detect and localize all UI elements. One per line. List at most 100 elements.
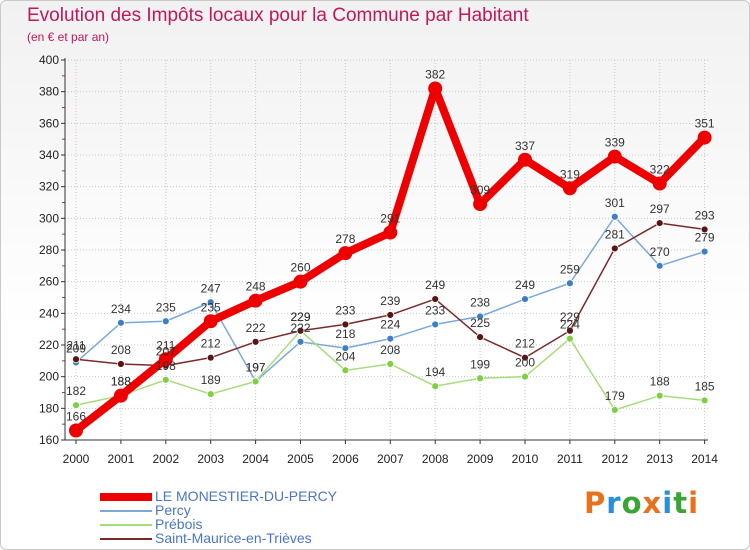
data-point (296, 326, 305, 335)
x-tick-label: 2010 (512, 452, 539, 466)
data-point (700, 247, 709, 256)
data-point (296, 337, 305, 346)
data-label: 278 (335, 232, 355, 246)
data-label: 189 (201, 373, 221, 387)
data-label: 185 (695, 379, 715, 393)
data-label: 229 (560, 310, 580, 324)
logo-letter: x (642, 486, 663, 520)
data-label: 212 (201, 337, 221, 351)
data-label: 351 (695, 117, 715, 131)
data-label: 309 (470, 183, 490, 197)
x-tick-label: 2001 (108, 452, 135, 466)
data-point (251, 377, 260, 386)
data-label: 233 (335, 303, 355, 317)
data-point (431, 382, 440, 391)
data-label: 238 (470, 296, 490, 310)
data-point (655, 219, 664, 227)
data-point (431, 320, 440, 329)
y-tick-label: 220 (39, 338, 59, 352)
data-point (521, 372, 529, 381)
data-point (248, 293, 263, 308)
logo-letter: i (688, 486, 700, 520)
data-point (72, 355, 80, 364)
data-label: 247 (201, 281, 221, 295)
data-label: 199 (470, 357, 490, 371)
chart-subtitle: (en € et par an) (27, 30, 110, 44)
data-label: 339 (605, 136, 625, 150)
y-tick-label: 320 (39, 180, 59, 194)
logo-letter: P (584, 486, 607, 520)
data-label: 204 (335, 349, 355, 363)
logo-letter: o (621, 486, 643, 520)
data-point (473, 197, 488, 212)
data-label: 209 (66, 341, 86, 355)
x-tick-label: 2000 (63, 452, 90, 466)
data-point (431, 295, 440, 303)
data-point (700, 225, 709, 234)
data-point (518, 152, 532, 167)
data-point (700, 396, 709, 405)
legend-swatch (100, 524, 152, 526)
data-point (158, 352, 173, 367)
data-label: 322 (650, 163, 670, 177)
data-label: 234 (111, 302, 131, 316)
data-label: 382 (425, 68, 445, 82)
y-tick-label: 260 (39, 275, 59, 289)
data-point (607, 149, 622, 164)
data-point (117, 360, 125, 368)
data-point (428, 81, 443, 96)
x-tick-label: 2007 (377, 452, 404, 466)
data-label: 194 (425, 365, 445, 379)
legend-label: Percy (155, 502, 191, 518)
data-label: 211 (66, 338, 85, 352)
data-label: 291 (380, 212, 400, 226)
data-label: 198 (156, 359, 176, 373)
data-point (117, 318, 125, 327)
data-point (652, 176, 667, 191)
data-label: 297 (650, 202, 670, 216)
data-label: 208 (380, 343, 400, 357)
data-label: 239 (380, 294, 400, 308)
data-label: 270 (650, 245, 670, 259)
data-point (386, 334, 395, 343)
data-label: 301 (605, 196, 625, 210)
y-tick-label: 400 (39, 53, 59, 67)
data-point (562, 181, 577, 196)
data-point (610, 212, 619, 221)
data-point (476, 312, 485, 321)
x-tick-label: 2004 (242, 452, 269, 466)
data-point (206, 353, 215, 362)
x-tick-label: 2003 (197, 452, 224, 466)
x-tick-label: 2006 (332, 452, 359, 466)
data-label: 281 (605, 227, 625, 241)
data-point (386, 360, 395, 368)
y-tick-label: 300 (39, 211, 59, 225)
data-point (161, 317, 170, 326)
data-point (521, 295, 529, 303)
data-label: 259 (560, 262, 580, 276)
data-label: 211 (156, 338, 175, 352)
data-label: 207 (156, 345, 176, 359)
data-point (161, 375, 170, 384)
legend-label: Saint-Maurice-en-Trièves (155, 530, 312, 546)
y-tick-label: 340 (39, 148, 59, 162)
y-tick-label: 360 (39, 116, 59, 130)
y-tick-label: 380 (39, 85, 59, 99)
data-point (566, 326, 574, 335)
legend-swatch (100, 538, 152, 540)
data-label: 229 (290, 310, 310, 324)
data-label: 249 (425, 278, 445, 292)
data-point (203, 314, 218, 329)
data-label: 188 (111, 375, 131, 389)
data-point (293, 274, 308, 289)
logo-letter: r (606, 486, 622, 520)
legend-label: Prébois (155, 516, 203, 532)
data-point (113, 388, 128, 403)
data-point (655, 261, 664, 270)
data-label: 249 (515, 278, 535, 292)
legend-swatch (100, 510, 152, 512)
data-point (251, 337, 260, 346)
y-tick-label: 280 (39, 243, 59, 257)
chart-title: Evolution des Impôts locaux pour la Comm… (27, 5, 529, 26)
